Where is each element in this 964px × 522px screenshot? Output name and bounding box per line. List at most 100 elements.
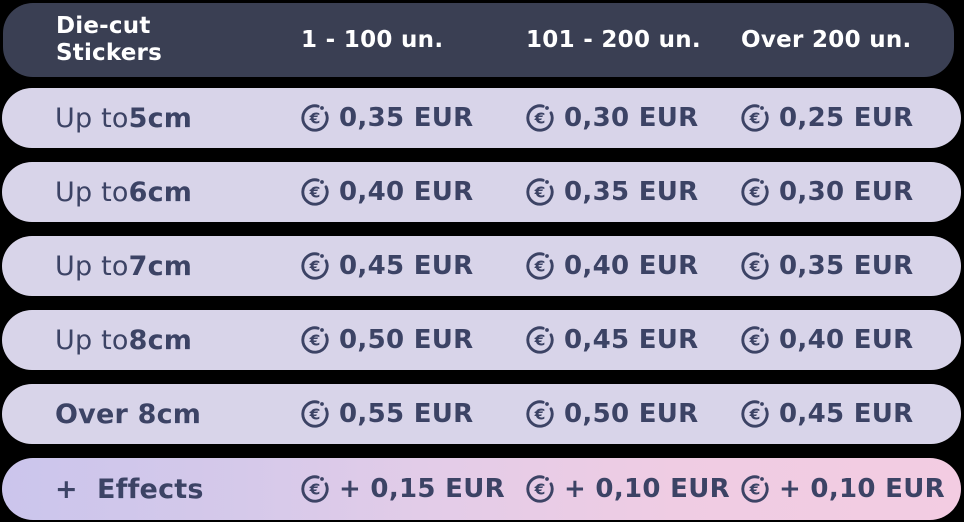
euro-circle-icon: € [525,103,555,133]
size-label-value: Over 8cm [55,398,202,430]
price-cell: € 0,25 EUR [740,103,961,133]
price-value: 0,30 EUR [564,103,699,133]
size-label-value: 6cm [128,176,193,208]
svg-text:€: € [309,257,321,275]
column-header-over-200: Over 200 un. [741,27,912,53]
table-title-line2: Stickers [56,40,162,66]
svg-text:€: € [534,480,546,498]
svg-text:€: € [749,331,761,349]
column-header-101-200: 101 - 200 un. [526,27,701,53]
size-label-value: 5cm [128,102,193,134]
price-value: 0,40 EUR [779,325,914,355]
price-value: + 0,10 EUR [779,474,945,504]
svg-text:€: € [534,109,546,127]
price-cell: € 0,45 EUR [300,251,525,281]
price-cell: € 0,50 EUR [525,399,740,429]
svg-text:€: € [309,405,321,423]
price-cell: € 0,35 EUR [740,251,961,281]
table-row-over-8cm: Over 8cm € 0,55 EUR € 0,50 EUR [2,384,961,444]
table-title-line1: Die-cut [56,12,151,39]
svg-text:€: € [534,331,546,349]
euro-circle-icon: € [740,325,770,355]
euro-circle-icon: € [525,177,555,207]
price-cell: € 0,50 EUR [300,325,525,355]
euro-circle-icon: € [740,399,770,429]
svg-text:€: € [534,405,546,423]
price-value: 0,50 EUR [564,399,699,429]
price-cell: € + 0,10 EUR [525,474,740,504]
size-label-value: 7cm [128,250,193,282]
size-label-prefix: Up to [55,102,129,134]
svg-text:€: € [534,257,546,275]
size-label-prefix: Up to [55,324,129,356]
table-row-effects: + Effects € + 0,15 EUR € + 0,10 EUR [2,458,961,520]
size-label-prefix: Up to [55,176,129,208]
svg-text:€: € [309,480,321,498]
euro-circle-icon: € [525,399,555,429]
price-value: 0,45 EUR [564,325,699,355]
size-label-prefix: Up to [55,250,129,282]
size-label: + Effects [2,474,300,505]
svg-text:€: € [749,183,761,201]
price-value: 0,45 EUR [339,251,474,281]
euro-circle-icon: € [525,325,555,355]
price-value: + 0,15 EUR [339,474,505,504]
price-cell: € + 0,10 EUR [740,474,961,504]
svg-text:€: € [534,183,546,201]
price-value: 0,45 EUR [779,399,914,429]
price-value: + 0,10 EUR [564,474,730,504]
svg-text:€: € [749,109,761,127]
size-label: Over 8cm [2,399,300,430]
table-row-up-to-7cm: Up to 7cm € 0,45 EUR € 0,40 EUR [2,236,961,296]
svg-text:€: € [749,257,761,275]
column-header-1-100: 1 - 100 un. [301,27,444,53]
euro-circle-icon: € [740,103,770,133]
size-label: Up to 6cm [2,177,300,208]
euro-circle-icon: € [525,474,555,504]
table-row-up-to-5cm: Up to 5cm € 0,35 EUR € 0,30 EUR [2,88,961,148]
euro-circle-icon: € [740,474,770,504]
table-row-up-to-8cm: Up to 8cm € 0,50 EUR € 0,45 EUR [2,310,961,370]
table-title: Die-cut Stickers [3,13,301,67]
price-value: 0,55 EUR [339,399,474,429]
svg-text:€: € [309,331,321,349]
size-label: Up to 7cm [2,251,300,282]
size-label-value: 8cm [128,324,193,356]
price-value: 0,35 EUR [779,251,914,281]
euro-circle-icon: € [300,325,330,355]
euro-circle-icon: € [300,103,330,133]
price-cell: € 0,35 EUR [300,103,525,133]
size-label: Up to 8cm [2,325,300,356]
svg-text:€: € [309,183,321,201]
euro-circle-icon: € [300,251,330,281]
price-cell: € 0,30 EUR [525,103,740,133]
price-value: 0,25 EUR [779,103,914,133]
price-cell: € 0,45 EUR [525,325,740,355]
price-value: 0,30 EUR [779,177,914,207]
price-cell: € + 0,15 EUR [300,474,525,504]
price-value: 0,40 EUR [339,177,474,207]
size-label: Up to 5cm [2,103,300,134]
price-cell: € 0,35 EUR [525,177,740,207]
price-value: 0,35 EUR [564,177,699,207]
price-cell: € 0,40 EUR [300,177,525,207]
table-row-up-to-6cm: Up to 6cm € 0,40 EUR € 0,35 EUR [2,162,961,222]
table-header-row: Die-cut Stickers 1 - 100 un. 101 - 200 u… [3,3,954,77]
euro-circle-icon: € [740,177,770,207]
euro-circle-icon: € [300,474,330,504]
size-label-value: + Effects [55,473,204,505]
price-cell: € 0,30 EUR [740,177,961,207]
price-value: 0,50 EUR [339,325,474,355]
price-cell: € 0,45 EUR [740,399,961,429]
price-cell: € 0,40 EUR [740,325,961,355]
euro-circle-icon: € [525,251,555,281]
euro-circle-icon: € [300,177,330,207]
svg-text:€: € [749,405,761,423]
svg-text:€: € [309,109,321,127]
euro-circle-icon: € [740,251,770,281]
price-value: 0,40 EUR [564,251,699,281]
price-value: 0,35 EUR [339,103,474,133]
price-cell: € 0,55 EUR [300,399,525,429]
euro-circle-icon: € [300,399,330,429]
